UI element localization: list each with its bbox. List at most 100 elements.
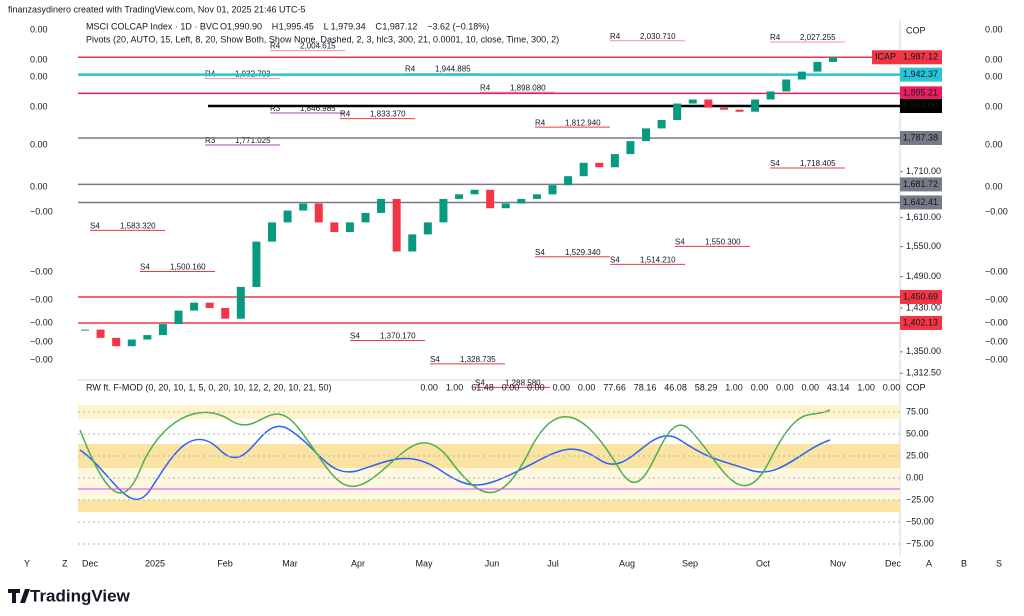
candle: [236, 286, 245, 319]
pivot-name: R3: [205, 136, 216, 145]
pivot-name: R3: [270, 104, 281, 113]
corner-button: Z: [62, 558, 68, 568]
price-tag-label: 1,895.21: [903, 88, 938, 98]
candle: [610, 154, 619, 168]
brand: TradingView: [30, 586, 131, 605]
candle: [455, 194, 463, 199]
osc-reading: 0.00: [502, 382, 520, 392]
pivot-label: 2,027.255: [800, 33, 836, 42]
price-tag: [900, 86, 942, 101]
candle: [283, 210, 292, 223]
pivot-label: 1,833.370: [370, 110, 406, 119]
corner-button: A: [926, 558, 932, 568]
osc-tick-label: 50.00: [906, 428, 929, 438]
pivot-name: R4: [770, 33, 781, 42]
price-tag: [900, 130, 942, 145]
candle: [564, 176, 573, 186]
price-tag: [900, 290, 942, 305]
candle: [81, 329, 89, 331]
candle: [174, 310, 183, 325]
pivot-name: S4: [350, 332, 360, 341]
candle: [439, 198, 448, 223]
left-scale-label: −0.00: [30, 317, 53, 327]
candle: [782, 79, 791, 92]
left-scale-label: 0.00: [30, 101, 48, 111]
pivot-label: 1,718.405: [800, 159, 836, 168]
ohlc-value: 1,995.45: [279, 21, 314, 31]
x-tick-label: Mar: [282, 558, 298, 568]
candle: [626, 141, 635, 155]
osc-reading: 1.00: [446, 382, 464, 392]
candle: [486, 189, 495, 209]
currency: COP: [906, 382, 926, 392]
x-tick-label: Dec: [885, 558, 902, 568]
left-scale-label: 0.00: [30, 54, 48, 64]
pivot-label: 1,288.580: [505, 378, 541, 387]
price-tag: [900, 67, 942, 82]
candle: [330, 222, 339, 232]
candle: [377, 198, 386, 213]
symbol: MSCI COLCAP Index · 1D · BVC: [86, 21, 219, 31]
osc-reading: 43.14: [827, 382, 850, 392]
left-scale-label: −0.00: [30, 336, 53, 346]
symbol-tag: [872, 50, 900, 65]
price-tick-label: 1,490.00: [906, 271, 941, 281]
left-scale-label: 0.00: [30, 139, 48, 149]
price-tick-label: 1,550.00: [906, 241, 941, 251]
pivots-title: Pivots (20, AUTO, 15, Left, 8, 20, Show …: [86, 34, 559, 44]
candle: [829, 57, 837, 62]
osc-tick-label: −50.00: [906, 516, 934, 526]
osc-reading: 0.00: [527, 382, 545, 392]
price-tag-label: 1,864.00: [903, 100, 938, 110]
right-scale-label: −0.00: [985, 206, 1008, 216]
pivot-name: R4: [270, 42, 281, 51]
pivot-name: S4: [90, 221, 100, 230]
left-scale-label: −0.00: [30, 206, 53, 216]
x-tick-label: 2025: [145, 558, 165, 568]
price-tag: [900, 99, 942, 113]
pivot-label: 1,370.170: [380, 332, 416, 341]
osc-reading: 0.00: [802, 382, 820, 392]
right-scale-label: 0.00: [985, 139, 1003, 149]
candle: [143, 335, 152, 340]
candle: [190, 302, 199, 311]
pivot-label: 2,030.710: [640, 32, 676, 41]
osc-tick-label: −75.00: [906, 538, 934, 548]
brand-logo: [8, 589, 30, 603]
candle: [595, 162, 604, 168]
candle: [751, 99, 760, 112]
candle: [501, 203, 510, 209]
price-tag: [900, 315, 942, 330]
left-scale-label: −0.00: [30, 266, 53, 276]
price-tag: [900, 177, 942, 192]
osc-reading: 46.08: [664, 382, 687, 392]
price-tick-label: 1,710.00: [906, 166, 941, 176]
candle: [548, 185, 557, 195]
candle: [657, 120, 666, 129]
price-tag: [900, 50, 942, 65]
price-tag-label: 1,450.69: [903, 291, 938, 301]
price-tick-label: 1,312.50: [906, 368, 941, 378]
osc-reading: 0.00: [553, 382, 571, 392]
pivot-label: 1,846.985: [300, 104, 336, 113]
corner-button: S: [996, 558, 1002, 568]
credit: finanzasydinero created with TradingView…: [8, 4, 306, 14]
x-tick-label: Nov: [830, 558, 847, 568]
x-tick-label: Apr: [351, 558, 365, 568]
osc-tick-label: 25.00: [906, 450, 929, 460]
pivot-label: 1,529.340: [565, 248, 601, 257]
osc-reading: 58.29: [695, 382, 718, 392]
candle: [704, 99, 713, 108]
candle: [688, 99, 697, 104]
x-tick-label: May: [415, 558, 433, 568]
pivot-name: S4: [140, 263, 150, 272]
osc-line: [79, 409, 831, 494]
candle: [127, 339, 136, 347]
left-scale-label: 0.00: [30, 181, 48, 191]
candle: [96, 329, 105, 338]
osc-reading: 77.66: [603, 382, 626, 392]
x-tick-label: Dec: [82, 558, 99, 568]
left-scale-label: 0.00: [30, 24, 48, 34]
right-scale-label: 0.00: [985, 24, 1003, 34]
